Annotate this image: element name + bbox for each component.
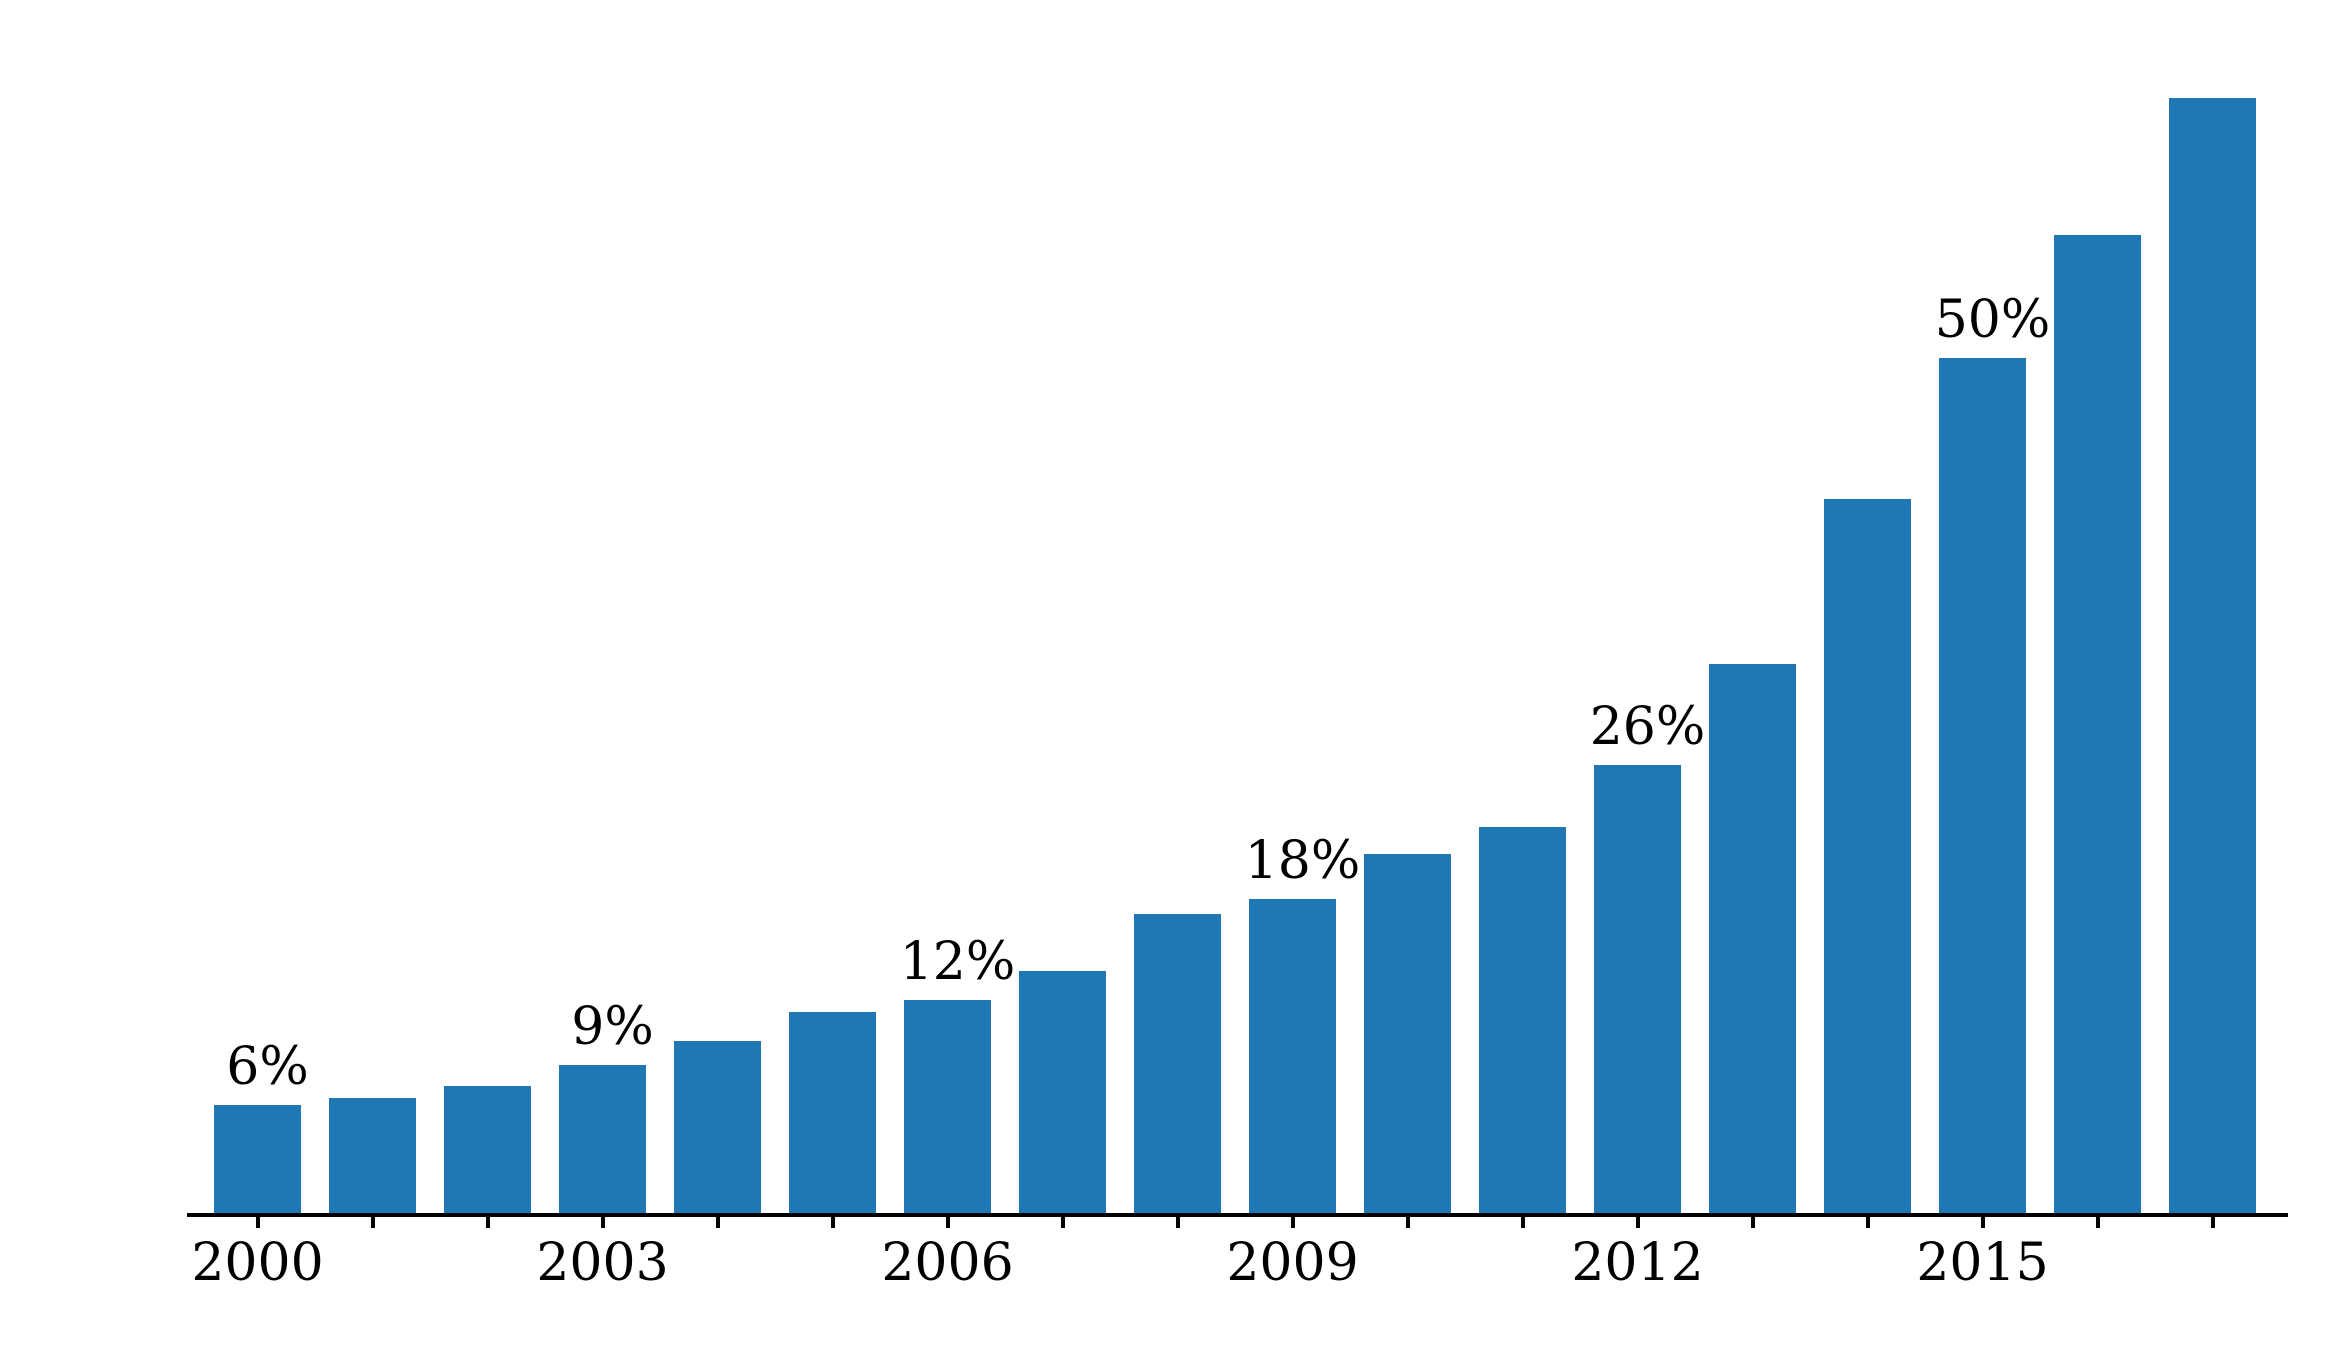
bar-value-label-2015: 50% [1934,290,2051,350]
x-axis-tick-2011 [1520,1217,1525,1228]
bar-2000 [214,1105,301,1213]
x-axis-tick-2010 [1405,1217,1410,1228]
x-axis-tick-2001 [370,1217,375,1228]
bar-value-label-2003: 9% [571,997,654,1057]
bar-2007 [1019,971,1106,1213]
x-axis-tick-2006 [945,1217,950,1228]
bar-2017 [2169,98,2256,1213]
x-tick-label-2009: 2009 [1226,1233,1359,1293]
bar-value-label-2009: 18% [1244,831,1361,891]
x-axis-tick-2015 [1980,1217,1985,1228]
x-axis-tick-2013 [1750,1217,1755,1228]
bar-value-label-2006: 12% [899,932,1016,992]
bar-2001 [329,1098,416,1213]
x-axis-tick-2007 [1060,1217,1065,1228]
bar-2009 [1249,899,1336,1213]
x-tick-label-2006: 2006 [881,1233,1014,1293]
bar-2006 [904,1000,991,1213]
bar-2013 [1709,664,1796,1213]
x-axis-tick-2017 [2210,1217,2215,1228]
bar-2004 [674,1041,761,1213]
x-axis-tick-2009 [1290,1217,1295,1228]
bar-2010 [1364,854,1451,1213]
bar-2011 [1479,827,1566,1213]
x-axis-tick-2000 [255,1217,260,1228]
x-axis-line [187,1213,2288,1217]
x-axis-tick-2004 [715,1217,720,1228]
x-axis-tick-2012 [1635,1217,1640,1228]
bar-2014 [1824,499,1911,1213]
x-axis-tick-2008 [1175,1217,1180,1228]
bar-2008 [1134,914,1221,1213]
x-axis-tick-2016 [2095,1217,2100,1228]
bar-2005 [789,1012,876,1213]
bar-value-label-2000: 6% [226,1037,309,1097]
bar-2015 [1939,358,2026,1213]
bar-value-label-2012: 26% [1589,697,1706,757]
x-axis-tick-2014 [1865,1217,1870,1228]
x-tick-label-2015: 2015 [1916,1233,2049,1293]
bar-2012 [1594,765,1681,1213]
x-tick-label-2003: 2003 [536,1233,669,1293]
x-tick-label-2012: 2012 [1571,1233,1704,1293]
bar-2003 [559,1065,646,1213]
bar-2002 [444,1086,531,1213]
x-tick-label-2000: 2000 [191,1233,324,1293]
x-axis-tick-2005 [830,1217,835,1228]
bar-2016 [2054,235,2141,1213]
x-axis-tick-2003 [600,1217,605,1228]
x-axis-tick-2002 [485,1217,490,1228]
